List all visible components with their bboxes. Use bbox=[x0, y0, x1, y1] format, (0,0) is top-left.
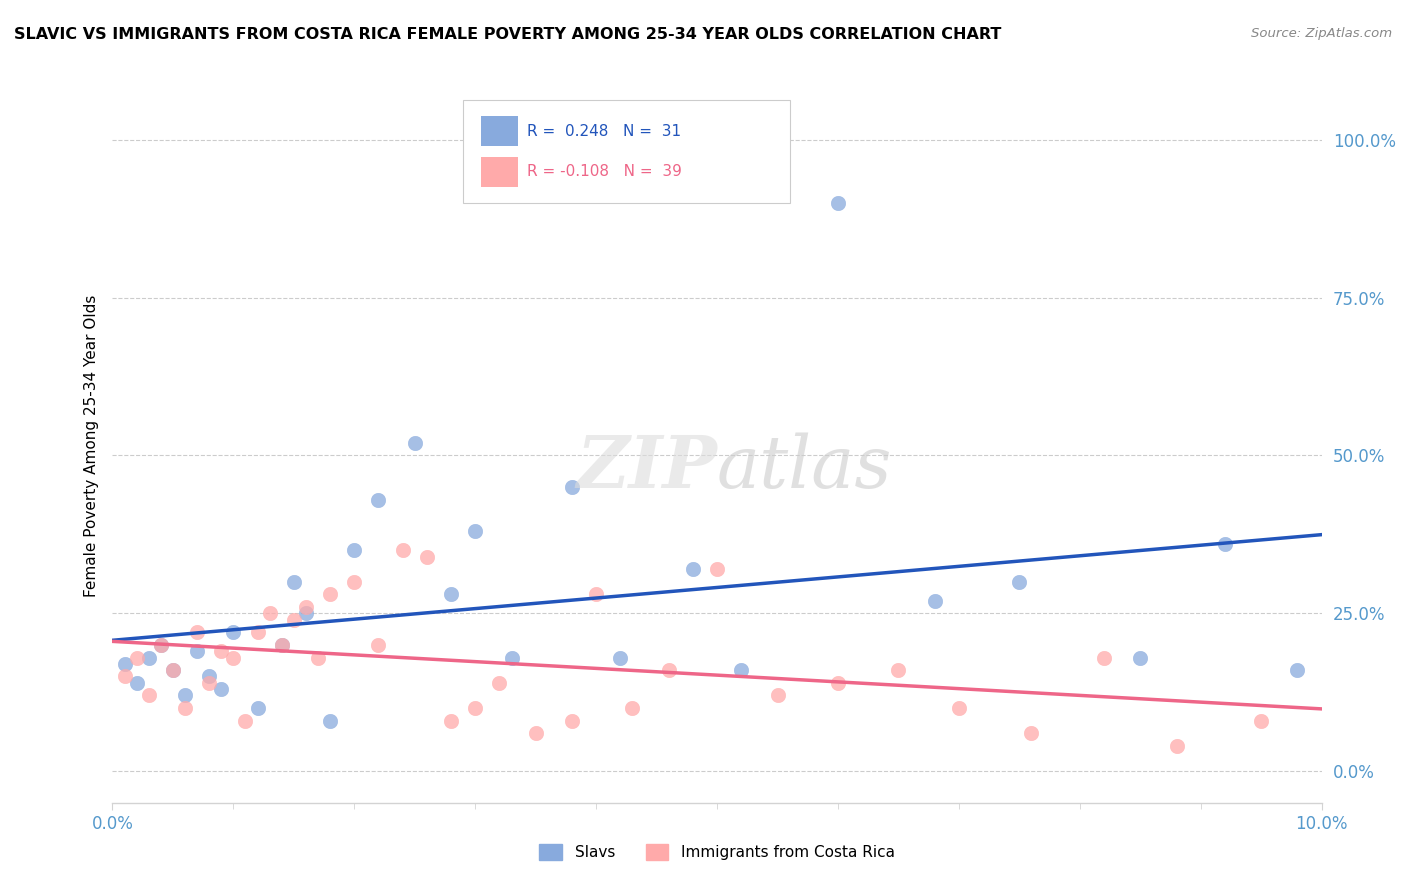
Point bbox=[827, 195, 849, 210]
Point bbox=[440, 587, 463, 601]
Point bbox=[488, 675, 510, 690]
Point bbox=[391, 543, 413, 558]
Point bbox=[887, 663, 910, 677]
Point bbox=[1092, 650, 1115, 665]
Point bbox=[246, 625, 269, 640]
Point bbox=[295, 600, 318, 615]
Legend: Slavs, Immigrants from Costa Rica: Slavs, Immigrants from Costa Rica bbox=[533, 838, 901, 866]
Point bbox=[1250, 714, 1272, 728]
Point bbox=[416, 549, 439, 564]
Point bbox=[924, 593, 946, 607]
Point bbox=[1286, 663, 1309, 677]
Point bbox=[404, 435, 426, 450]
Point bbox=[283, 574, 305, 589]
FancyBboxPatch shape bbox=[481, 116, 517, 146]
Point bbox=[149, 638, 172, 652]
Point bbox=[343, 543, 366, 558]
Point bbox=[259, 607, 281, 621]
Point bbox=[235, 714, 257, 728]
Point bbox=[1008, 574, 1031, 589]
Point bbox=[138, 650, 160, 665]
Point bbox=[174, 689, 197, 703]
Point bbox=[295, 607, 318, 621]
Point bbox=[138, 689, 160, 703]
Text: ZIP: ZIP bbox=[576, 432, 717, 503]
Point bbox=[464, 701, 486, 715]
Point bbox=[948, 701, 970, 715]
Point bbox=[561, 714, 583, 728]
Point bbox=[827, 675, 849, 690]
Point bbox=[307, 650, 329, 665]
Point bbox=[222, 650, 245, 665]
Text: R =  0.248   N =  31: R = 0.248 N = 31 bbox=[527, 124, 682, 139]
Point bbox=[114, 657, 136, 671]
Point bbox=[174, 701, 197, 715]
Point bbox=[367, 492, 389, 507]
Y-axis label: Female Poverty Among 25-34 Year Olds: Female Poverty Among 25-34 Year Olds bbox=[83, 295, 98, 597]
Point bbox=[114, 669, 136, 683]
Text: atlas: atlas bbox=[717, 432, 893, 503]
Point bbox=[1021, 726, 1043, 740]
Point bbox=[186, 644, 208, 658]
Point bbox=[585, 587, 607, 601]
Point bbox=[440, 714, 463, 728]
Point bbox=[283, 613, 305, 627]
FancyBboxPatch shape bbox=[481, 157, 517, 187]
Point bbox=[501, 650, 523, 665]
Point bbox=[319, 587, 342, 601]
Point bbox=[609, 650, 631, 665]
Point bbox=[209, 682, 232, 697]
Point bbox=[186, 625, 208, 640]
Text: SLAVIC VS IMMIGRANTS FROM COSTA RICA FEMALE POVERTY AMONG 25-34 YEAR OLDS CORREL: SLAVIC VS IMMIGRANTS FROM COSTA RICA FEM… bbox=[14, 27, 1001, 42]
Point bbox=[524, 726, 547, 740]
Point bbox=[270, 638, 292, 652]
Point bbox=[246, 701, 269, 715]
Point bbox=[198, 675, 221, 690]
Point bbox=[1166, 739, 1188, 753]
Point bbox=[162, 663, 184, 677]
Text: R = -0.108   N =  39: R = -0.108 N = 39 bbox=[527, 164, 682, 179]
Point bbox=[367, 638, 389, 652]
Point bbox=[464, 524, 486, 539]
Point bbox=[1129, 650, 1152, 665]
Point bbox=[162, 663, 184, 677]
Point bbox=[706, 562, 728, 576]
Point bbox=[682, 562, 704, 576]
Point bbox=[766, 689, 789, 703]
Point bbox=[658, 663, 681, 677]
Point bbox=[270, 638, 292, 652]
Point bbox=[319, 714, 342, 728]
Point bbox=[222, 625, 245, 640]
Point bbox=[343, 574, 366, 589]
Point bbox=[730, 663, 752, 677]
Point bbox=[621, 701, 644, 715]
Point bbox=[1213, 537, 1236, 551]
Text: Source: ZipAtlas.com: Source: ZipAtlas.com bbox=[1251, 27, 1392, 40]
Point bbox=[125, 675, 148, 690]
Point bbox=[209, 644, 232, 658]
Point bbox=[561, 480, 583, 494]
Point bbox=[198, 669, 221, 683]
Point bbox=[125, 650, 148, 665]
Point bbox=[149, 638, 172, 652]
FancyBboxPatch shape bbox=[463, 100, 790, 203]
